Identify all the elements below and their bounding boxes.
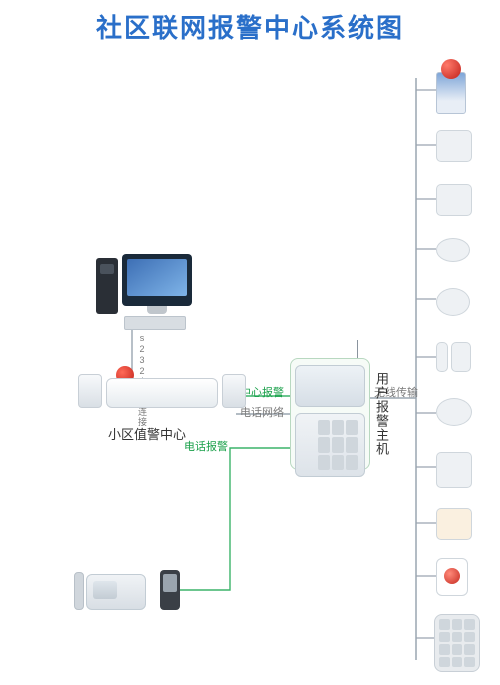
phone-handset-icon: [74, 572, 84, 610]
remote-control: [434, 614, 480, 672]
duty-center-station: [78, 374, 246, 408]
pc-stand-icon: [147, 306, 167, 314]
door-contact-sensor: [436, 342, 471, 372]
phone-group: [74, 570, 180, 610]
duty-center-caption: 小区值警中心: [108, 424, 186, 443]
host-caption: 用户报警主机: [372, 372, 391, 456]
pc-tower-icon: [96, 258, 118, 314]
ceiling-sensor: [436, 288, 470, 316]
smoke-detector-2: [436, 398, 472, 426]
diagram-canvas: 社区联网报警中心系统图 无线传输 中心报警 电话网络 电话报警 Rs232串口线…: [0, 0, 500, 685]
pir-sensor-2: [436, 184, 472, 216]
center-alarm-label: 中心报警: [240, 384, 284, 400]
siren-device: [436, 72, 466, 114]
speaker-right-icon: [222, 374, 246, 408]
smoke-detector-1: [436, 238, 470, 262]
phone-alarm-label: 电话报警: [184, 438, 228, 454]
base-station-icon: [106, 378, 218, 408]
keyboard-icon: [124, 316, 186, 330]
cellphone-icon: [160, 570, 180, 610]
pir-sensor-1: [436, 130, 472, 162]
antenna-icon: [357, 340, 358, 358]
panic-button: [436, 558, 468, 596]
host-panel-icon: [290, 358, 370, 470]
page-title: 社区联网报警中心系统图: [0, 8, 500, 45]
speaker-left-icon: [78, 374, 102, 408]
phone-network-label: 电话网络: [240, 404, 284, 420]
user-alarm-host: 用户报警主机: [290, 358, 391, 470]
pc-workstation: [96, 254, 192, 330]
glass-break-sensor: [436, 508, 472, 540]
gas-detector: [436, 452, 472, 488]
landline-phone-icon: [86, 574, 146, 610]
pc-monitor-icon: [122, 254, 192, 306]
